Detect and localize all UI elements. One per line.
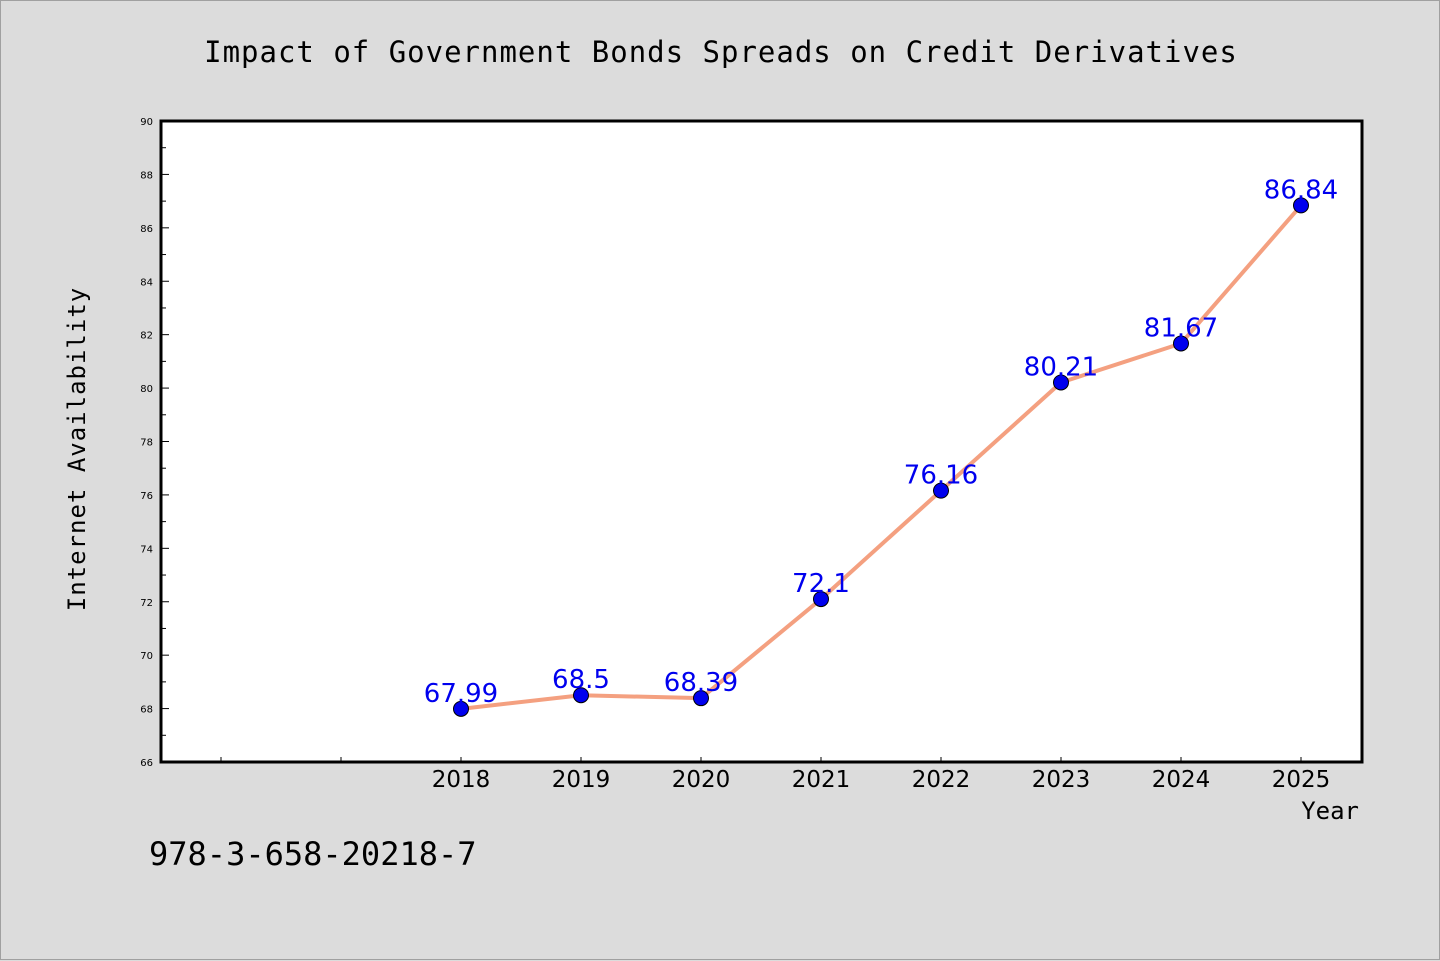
data-label: 67.99 — [424, 679, 498, 709]
chart-title: Impact of Government Bonds Spreads on Cr… — [204, 35, 1238, 69]
series-line — [459, 203, 1303, 711]
y-tick-label: 84 — [140, 277, 153, 288]
x-tick-label: 2021 — [792, 767, 851, 793]
y-tick-label: 78 — [140, 438, 153, 449]
data-point — [693, 690, 709, 707]
data-label: 81.67 — [1144, 313, 1218, 343]
y-tick-label: 66 — [140, 758, 153, 769]
y-tick-label: 70 — [140, 651, 153, 662]
plot-background — [161, 121, 1362, 762]
data-label: 72.1 — [792, 569, 850, 599]
x-tick-label: 2023 — [1032, 767, 1091, 793]
y-tick-label: 72 — [140, 598, 153, 609]
x-tick-label: 2018 — [432, 767, 491, 793]
y-tick-label: 90 — [140, 117, 153, 128]
y-tick-label: 74 — [140, 544, 153, 555]
data-point — [573, 687, 589, 704]
data-point — [933, 482, 949, 499]
x-tick-label: 2025 — [1272, 767, 1331, 793]
data-point — [1053, 374, 1069, 391]
plot-frame — [159, 119, 1364, 764]
data-point — [813, 591, 829, 608]
y-tick-label: 80 — [140, 384, 153, 395]
y-tick-label: 68 — [140, 705, 153, 716]
x-axis-label: Year — [1301, 797, 1359, 825]
data-label: 68.5 — [552, 665, 610, 695]
isbn-text: 978-3-658-20218-7 — [149, 835, 477, 873]
data-label: 86.84 — [1264, 175, 1338, 205]
data-label: 76.16 — [904, 461, 978, 491]
x-tick-label: 2019 — [552, 767, 611, 793]
data-point — [1293, 197, 1309, 214]
data-label: 80.21 — [1024, 352, 1098, 382]
data-label: 68.39 — [664, 668, 738, 698]
x-tick-label: 2020 — [672, 767, 731, 793]
y-tick-label: 76 — [140, 491, 153, 502]
y-tick-label: 86 — [140, 224, 153, 235]
y-tick-label: 88 — [140, 170, 153, 181]
data-point — [453, 700, 469, 717]
x-tick-label: 2022 — [912, 767, 971, 793]
data-point — [1173, 335, 1189, 352]
x-tick-label: 2024 — [1152, 767, 1211, 793]
y-tick-label: 82 — [140, 331, 153, 342]
